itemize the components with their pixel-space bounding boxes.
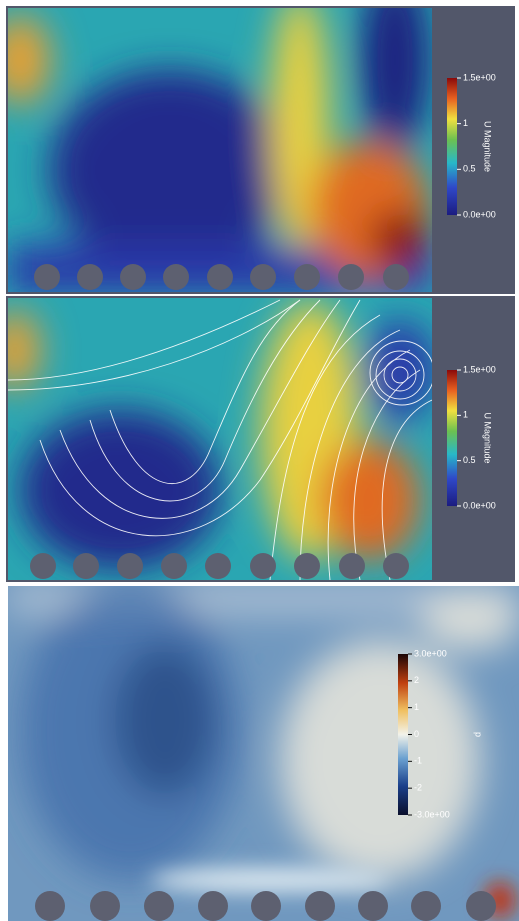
colorbar-tick-label: -2	[414, 783, 422, 793]
colorbar-tick-label: 1	[463, 410, 468, 420]
figure: 1.5e+00 1 0.5 0.0e+00 U Magnitude 1.5e+00 1 0.5…	[0, 0, 519, 921]
colorbar-title: U Magnitude	[483, 412, 493, 463]
colorbar-tick-label: 0	[414, 729, 419, 739]
colorbar-tick-label: -3.0e+00	[414, 809, 450, 819]
colorbar-tick-label: 0.5	[463, 164, 476, 174]
colorbar-ramp	[447, 78, 457, 215]
colorbar-title: p	[474, 732, 484, 737]
colorbar-tick-label: 0.0e+00	[463, 500, 496, 510]
colorbar-tick-label: 1	[414, 702, 419, 712]
colorbar-tick-label: 1	[463, 118, 468, 128]
colorbar-tick-label: 2	[414, 675, 419, 685]
colorbar-tick-label: 3.0e+00	[414, 648, 447, 658]
colorbar-title: U Magnitude	[483, 121, 493, 172]
colorbar-tick-label: 0.5	[463, 455, 476, 465]
colorbar-tick-label: 1.5e+00	[463, 364, 496, 374]
pressure-panel	[8, 580, 519, 921]
colorbar-tick-label: 0.0e+00	[463, 209, 496, 219]
velocity-panel	[0, 0, 515, 295]
streamline-panel	[0, 296, 515, 582]
colorbar-tick-label: 1.5e+00	[463, 72, 496, 82]
colorbar-ramp	[398, 654, 408, 815]
colorbar-ramp	[447, 370, 457, 506]
colorbar-tick-label: -1	[414, 756, 422, 766]
